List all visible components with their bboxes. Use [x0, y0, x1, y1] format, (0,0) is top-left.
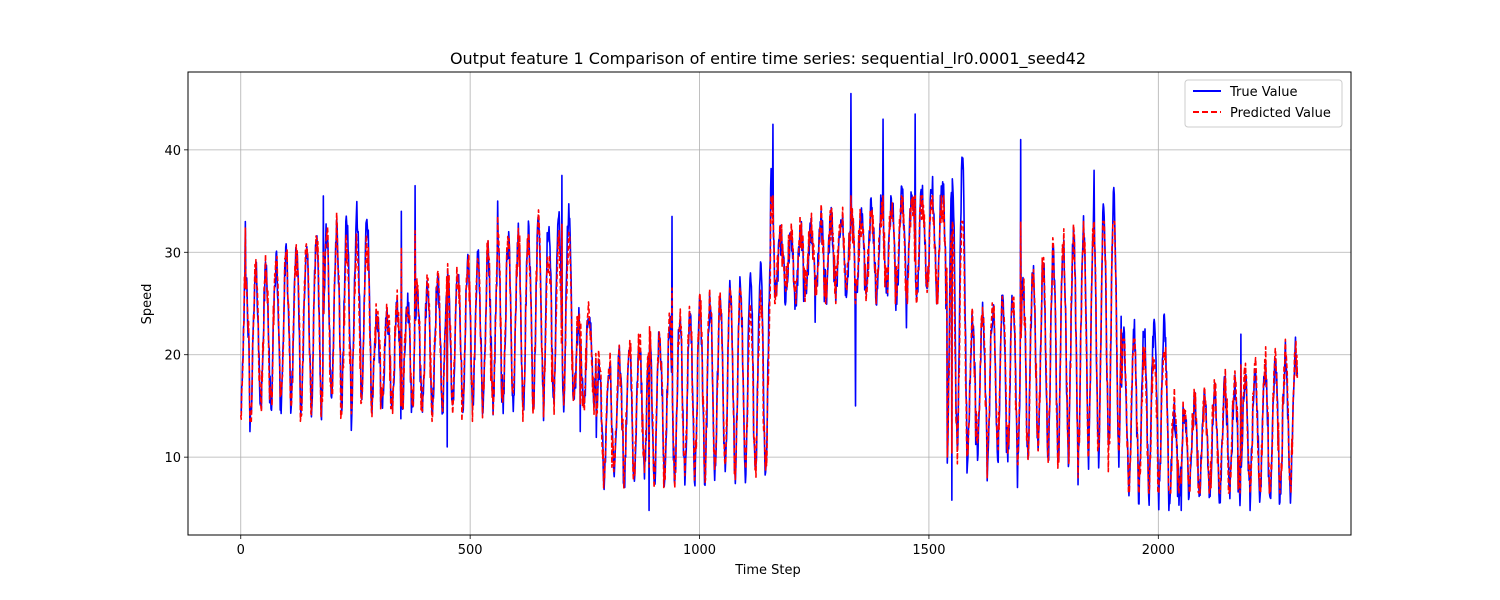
legend-box — [1184, 79, 1343, 128]
legend-label-predicted-value: Predicted Value — [1230, 106, 1331, 121]
x-tick-label: 1500 — [912, 543, 945, 558]
plot-frame — [187, 71, 1352, 536]
series-layer — [239, 92, 1299, 512]
x-tick-label: 0 — [237, 543, 245, 558]
x-tick-label: 500 — [458, 543, 483, 558]
x-axis-label: Time Step — [734, 563, 801, 578]
y-tick-label: 20 — [164, 349, 181, 364]
series-line-predicted-value — [239, 195, 1299, 494]
y-tick-label: 10 — [164, 451, 181, 466]
legend: True Value Predicted Value — [1184, 79, 1343, 128]
legend-label-true-value: True Value — [1229, 85, 1297, 100]
y-tick-label: 40 — [164, 144, 181, 159]
y-tick-label: 30 — [164, 246, 181, 261]
axis-ticks: 0 500 1000 1500 2000 10 20 30 40 — [164, 144, 1174, 558]
x-tick-label: 1000 — [683, 543, 716, 558]
x-tick-label: 2000 — [1142, 543, 1175, 558]
y-axis-label: Speed — [140, 284, 155, 325]
chart-title: Output feature 1 Comparison of entire ti… — [450, 49, 1086, 69]
